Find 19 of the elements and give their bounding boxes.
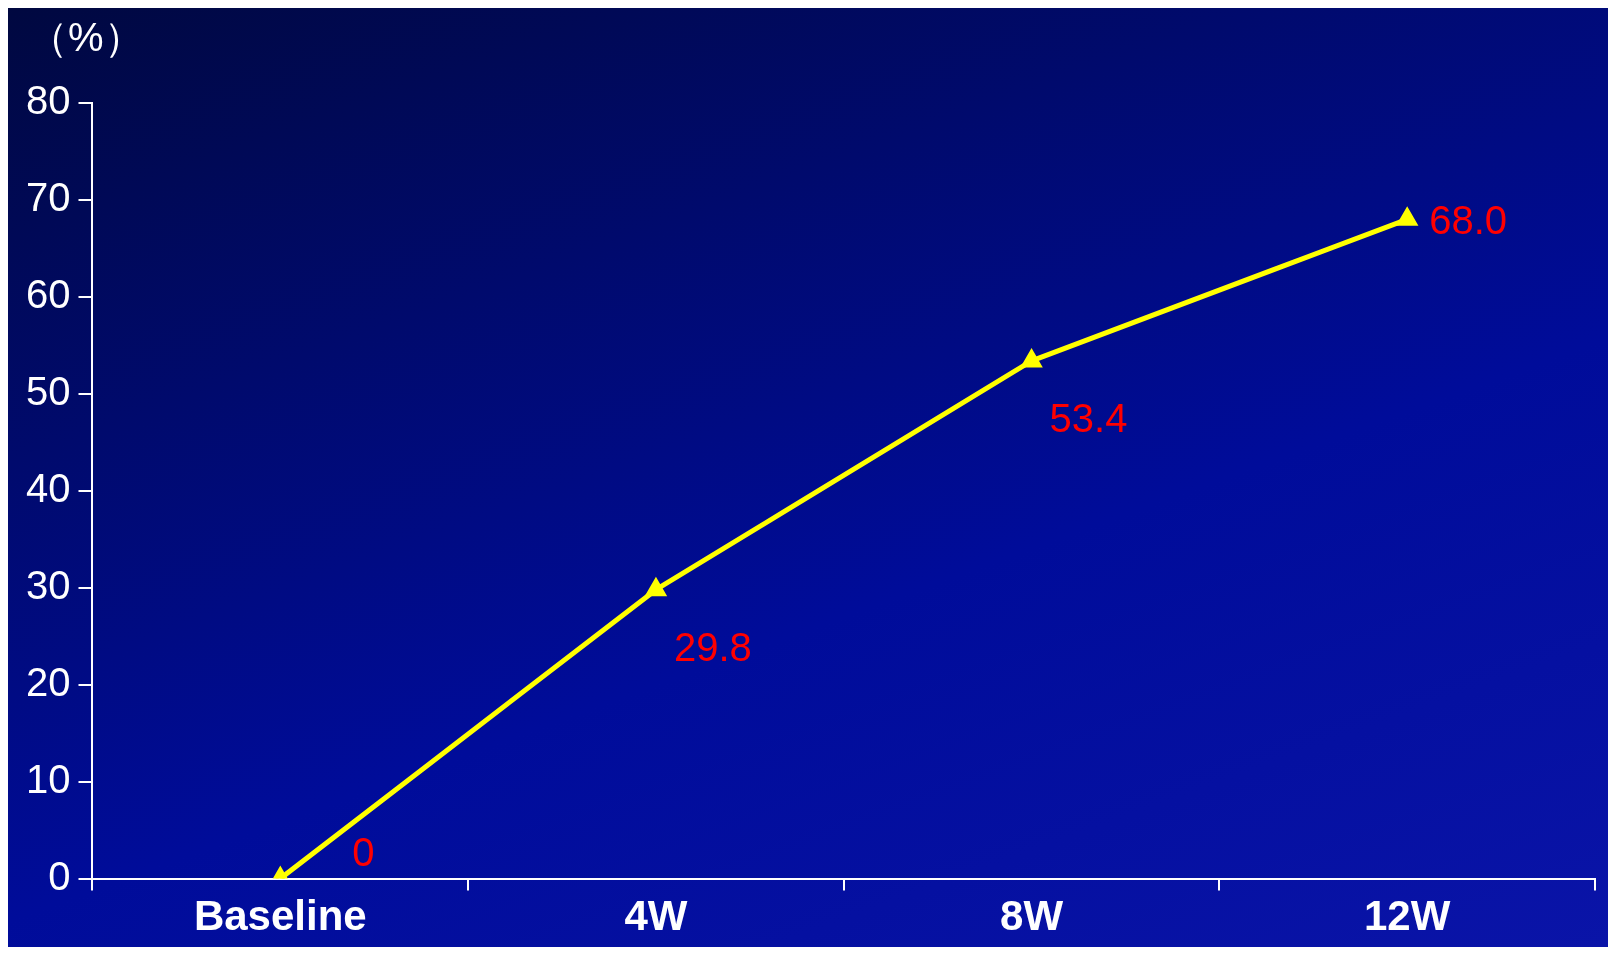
data-label: 0 [352,829,375,874]
data-label: 68.0 [1429,198,1508,243]
y-tick-label: 60 [25,271,71,316]
x-tick-label: Baseline [193,892,367,940]
y-axis-title: （%） [28,15,144,60]
y-tick-label: 30 [25,562,71,607]
x-tick-label: 4W [624,892,688,940]
x-tick-label: 8W [1000,892,1064,940]
y-tick-label: 20 [25,659,71,704]
x-tick-label: 12W [1364,892,1451,940]
data-label: 29.8 [673,624,752,669]
point [1022,350,1041,368]
y-tick-label: 10 [25,756,71,801]
y-tick-label: 50 [25,368,71,413]
y-tick-label: 0 [48,853,71,898]
y-tick-label: 70 [25,174,71,219]
y-tick-label: 80 [25,78,71,123]
data-label: 53.4 [1049,395,1128,440]
y-tick-label: 40 [25,465,71,510]
